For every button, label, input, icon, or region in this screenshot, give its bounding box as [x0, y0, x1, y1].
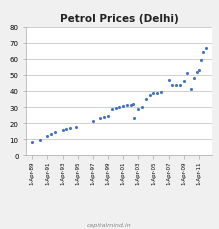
Point: [46, 135, 49, 138]
Point: [202, 51, 205, 55]
Point: [65, 127, 68, 131]
Point: [91, 120, 95, 123]
Point: [99, 117, 102, 121]
Point: [199, 59, 203, 63]
Point: [167, 79, 170, 82]
Point: [152, 92, 155, 96]
Point: [189, 88, 193, 92]
Point: [38, 139, 42, 142]
Point: [129, 103, 132, 107]
Point: [155, 91, 159, 95]
Point: [61, 129, 64, 133]
Point: [53, 131, 57, 134]
Point: [144, 98, 148, 101]
Point: [148, 94, 151, 97]
Point: [131, 103, 135, 106]
Point: [171, 83, 174, 87]
Point: [106, 114, 110, 118]
Point: [110, 107, 113, 111]
Point: [68, 127, 72, 130]
Point: [136, 107, 140, 111]
Point: [133, 117, 136, 121]
Point: [74, 126, 78, 130]
Point: [197, 69, 201, 73]
Point: [159, 90, 163, 94]
Point: [186, 72, 189, 76]
Point: [118, 106, 121, 109]
Point: [140, 106, 144, 109]
Point: [178, 83, 182, 87]
Point: [125, 104, 129, 108]
Text: capitalmind.in: capitalmind.in: [87, 222, 132, 227]
Point: [114, 106, 117, 110]
Point: [102, 115, 106, 119]
Point: [121, 105, 125, 109]
Point: [31, 140, 34, 144]
Point: [182, 80, 185, 84]
Title: Petrol Prices (Delhi): Petrol Prices (Delhi): [60, 14, 179, 24]
Point: [195, 71, 198, 74]
Point: [204, 46, 207, 50]
Point: [192, 77, 195, 81]
Point: [49, 133, 53, 137]
Point: [174, 84, 178, 88]
